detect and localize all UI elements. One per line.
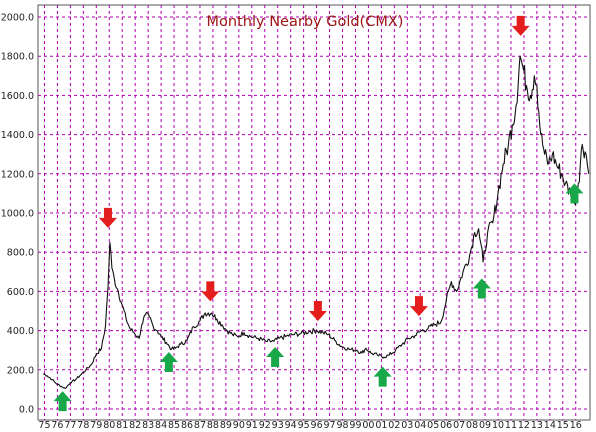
x-tick-label: 91 <box>246 420 258 431</box>
chart-title: Monthly Nearby Gold(CMX) <box>207 14 404 30</box>
y-tick-label: 1200.0 <box>1 169 34 180</box>
x-tick-label: 75 <box>38 420 50 431</box>
x-tick-label: 09 <box>479 420 491 431</box>
x-tick-label: 98 <box>336 420 348 431</box>
up-arrow-icon <box>373 366 392 387</box>
x-tick-label: 93 <box>272 420 284 431</box>
x-tick-label: 86 <box>181 420 193 431</box>
x-tick-label: 10 <box>492 420 504 431</box>
y-tick-label: 1000.0 <box>1 209 34 220</box>
x-tick-label: 85 <box>168 420 180 431</box>
x-tick-label: 15 <box>557 420 569 431</box>
x-tick-label: 06 <box>440 420 452 431</box>
x-tick-label: 01 <box>375 420 387 431</box>
x-tick-label: 92 <box>259 420 271 431</box>
x-tick-label: 11 <box>505 420 517 431</box>
x-tick-label: 14 <box>544 420 556 431</box>
down-arrow-icon <box>511 15 530 36</box>
x-tick-label: 89 <box>220 420 232 431</box>
x-tick-label: 96 <box>311 420 323 431</box>
y-tick-label: 2000.0 <box>1 13 34 24</box>
x-tick-label: 05 <box>427 420 439 431</box>
y-tick-label: 1800.0 <box>1 52 34 63</box>
y-tick-label: 1400.0 <box>1 130 34 141</box>
x-tick-label: 04 <box>414 420 426 431</box>
x-axis-ticks: 75 76 77 78 79 80 81 82 83 84 85 86 87 88 89 90 91 92 93 94… <box>38 420 581 431</box>
x-tick-label: 12 <box>518 420 530 431</box>
down-arrow-icon <box>308 301 327 321</box>
x-tick-label: 84 <box>155 420 167 431</box>
up-arrow-icon <box>53 391 72 412</box>
y-axis-ticks: 0.0 200.0 400.0 600.0 800.0 1000.0 1200.0 1400.… <box>1 13 34 416</box>
x-tick-label: 99 <box>349 420 361 431</box>
y-tick-label: 400.0 <box>7 326 34 337</box>
down-arrow-icon <box>98 207 117 228</box>
x-tick-label: 95 <box>298 420 310 431</box>
x-tick-label: 81 <box>116 420 128 431</box>
up-arrow-icon <box>159 351 178 372</box>
up-arrow-icon <box>472 278 491 299</box>
x-tick-label: 00 <box>362 420 374 431</box>
x-tick-label: 07 <box>453 420 465 431</box>
y-tick-label: 0.0 <box>19 405 34 416</box>
x-tick-label: 13 <box>531 420 543 431</box>
x-tick-label: 87 <box>194 420 206 431</box>
up-arrow-icon <box>565 183 584 204</box>
x-tick-label: 94 <box>285 420 297 431</box>
y-tick-label: 800.0 <box>7 248 34 259</box>
x-tick-label: 78 <box>77 420 89 431</box>
x-tick-label: 97 <box>324 420 336 431</box>
down-arrow-icon <box>409 296 428 317</box>
x-tick-label: 88 <box>207 420 219 431</box>
x-tick-label: 16 <box>570 420 582 431</box>
turning-point-arrows <box>53 15 584 412</box>
y-tick-label: 600.0 <box>7 287 34 298</box>
series-line-gold-price <box>42 55 590 389</box>
up-arrow-icon <box>266 347 285 368</box>
x-tick-label: 03 <box>401 420 413 431</box>
x-tick-label: 77 <box>64 420 76 431</box>
y-tick-label: 1600.0 <box>1 91 34 102</box>
x-tick-label: 90 <box>233 420 245 431</box>
x-tick-label: 08 <box>466 420 478 431</box>
x-tick-label: 82 <box>129 420 141 431</box>
x-tick-label: 79 <box>90 420 102 431</box>
x-tick-label: 76 <box>51 420 63 431</box>
y-tick-label: 200.0 <box>7 365 34 376</box>
x-tick-label: 83 <box>142 420 154 431</box>
x-tick-label: 80 <box>103 420 115 431</box>
x-tick-label: 02 <box>388 420 400 431</box>
down-arrow-icon <box>201 281 220 302</box>
